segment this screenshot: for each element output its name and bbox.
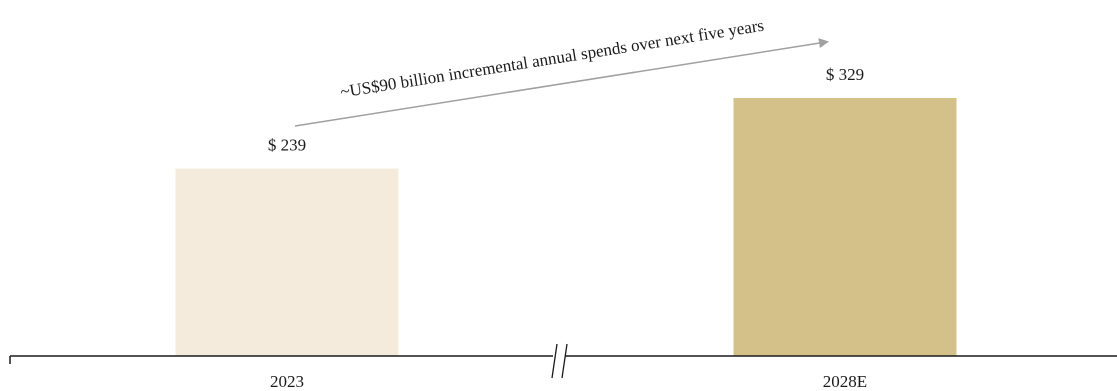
x-axis <box>9 343 1117 379</box>
data-label-2028e: $ 329 <box>826 65 864 84</box>
bar-2028e <box>733 98 957 356</box>
growth-arrow <box>294 38 829 127</box>
data-label-2023: $ 239 <box>268 136 306 155</box>
growth-annotation: ~US$90 billion incremental annual spends… <box>339 16 765 102</box>
axis-break-mark <box>551 343 558 379</box>
bar-2023 <box>175 168 399 356</box>
x-tick-label-2028e: 2028E <box>823 372 867 391</box>
x-tick-label-2023: 2023 <box>270 372 304 391</box>
axis-break-mark <box>561 343 568 379</box>
